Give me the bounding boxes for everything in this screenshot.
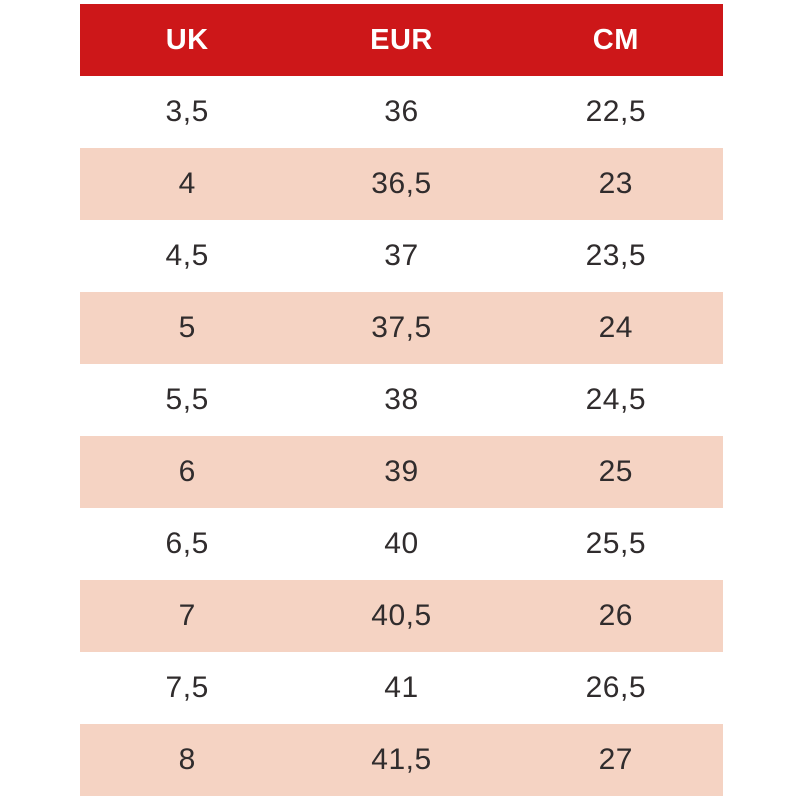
cell-uk: 7 [178, 599, 196, 632]
table-row: 6,5 40 25,5 [80, 508, 723, 580]
cell-uk: 8 [178, 743, 196, 776]
table-row: 5 37,5 24 [80, 292, 723, 364]
cell-cm: 25 [598, 455, 633, 488]
cell-cm: 23,5 [585, 239, 647, 272]
cell-eur: 39 [384, 455, 419, 488]
table-row: 3,5 36 22,5 [80, 76, 723, 148]
cell-cm: 24 [598, 311, 633, 344]
table-header-row: UK EUR CM [80, 4, 723, 76]
table-row: 4 36,5 23 [80, 148, 723, 220]
cell-uk: 6 [178, 455, 196, 488]
cell-eur: 38 [384, 383, 419, 416]
cell-uk: 4,5 [165, 239, 209, 272]
table-row: 4,5 37 23,5 [80, 220, 723, 292]
cell-eur: 36,5 [371, 167, 432, 200]
cell-cm: 27 [598, 743, 633, 776]
column-header-uk: UK [165, 23, 209, 56]
cell-eur: 41 [384, 671, 419, 704]
column-header-cm: CM [592, 23, 639, 56]
size-table: UK EUR CM 3,5 36 22,5 4 36,5 23 4,5 37 23,5 5 37,5… [80, 4, 723, 796]
table-row: 5,5 38 24,5 [80, 364, 723, 436]
cell-uk: 4 [178, 167, 196, 200]
cell-cm: 26 [598, 599, 633, 632]
cell-cm: 22,5 [585, 95, 647, 128]
cell-uk: 7,5 [165, 671, 209, 704]
table-row: 8 41,5 27 [80, 724, 723, 796]
cell-eur: 36 [384, 95, 419, 128]
column-header-eur: EUR [370, 23, 433, 56]
cell-eur: 37,5 [371, 311, 432, 344]
cell-uk: 3,5 [165, 95, 209, 128]
cell-eur: 40,5 [371, 599, 432, 632]
cell-uk: 5 [178, 311, 196, 344]
cell-eur: 40 [384, 527, 419, 560]
cell-eur: 37 [384, 239, 419, 272]
cell-uk: 5,5 [165, 383, 209, 416]
cell-cm: 26,5 [585, 671, 647, 704]
table-row: 6 39 25 [80, 436, 723, 508]
cell-cm: 25,5 [585, 527, 647, 560]
cell-eur: 41,5 [371, 743, 432, 776]
table-row: 7,5 41 26,5 [80, 652, 723, 724]
cell-uk: 6,5 [165, 527, 209, 560]
cell-cm: 23 [598, 167, 633, 200]
cell-cm: 24,5 [585, 383, 647, 416]
table-row: 7 40,5 26 [80, 580, 723, 652]
